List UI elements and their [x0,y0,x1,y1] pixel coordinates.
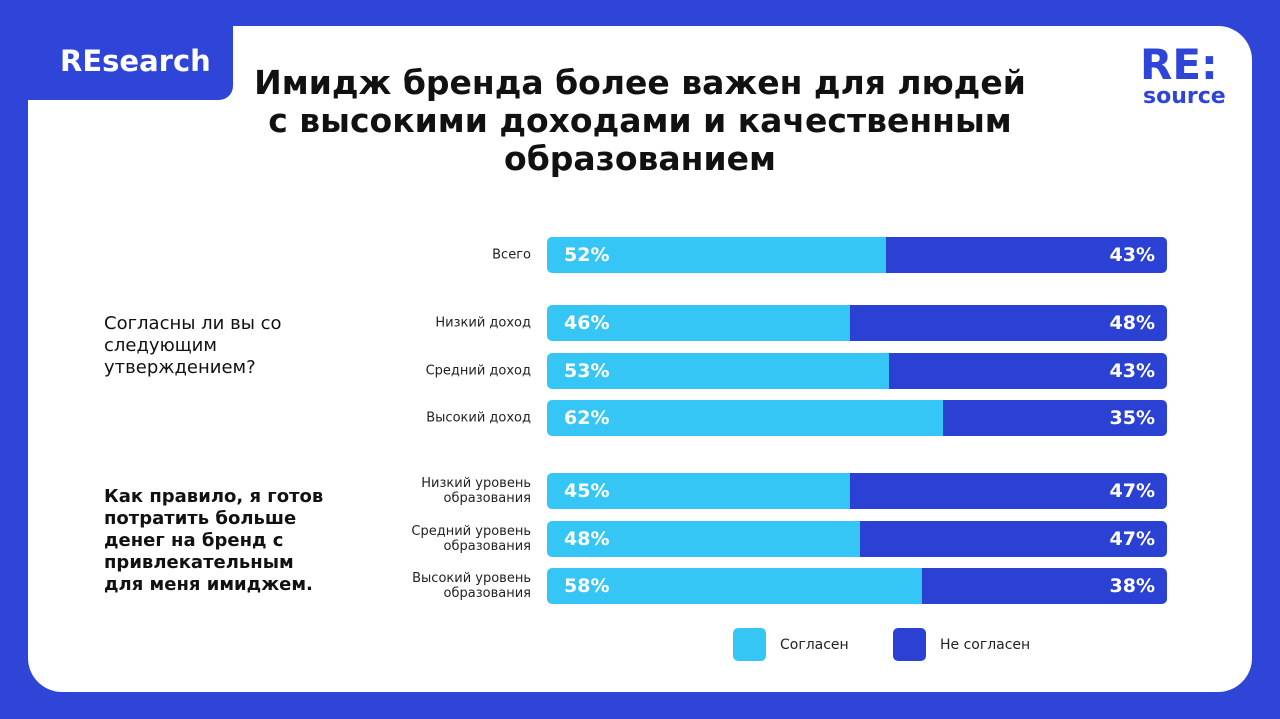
legend-disagree: Не согласен [893,628,1030,661]
resource-logo: RE: source [1140,40,1226,109]
category-label: Высокий уровень образования [412,571,531,601]
legend-swatch-disagree [893,628,926,661]
legend-agree: Согласен [733,628,849,661]
data-label-disagree: 43% [1109,360,1155,382]
data-label-agree: 52% [564,244,610,266]
data-label-disagree: 43% [1109,244,1155,266]
bar-row: 45% 47% [547,473,1167,509]
brand-tag-text: REsearch [60,44,211,78]
bar-disagree: 47% [850,473,1167,509]
bar-row: 53% 43% [547,353,1167,389]
legend-label-agree: Согласен [780,636,849,653]
data-label-disagree: 38% [1109,575,1155,597]
question-2: Как правило, я готов потратить больше де… [104,486,324,595]
bar-disagree: 48% [850,305,1167,341]
legend-label-disagree: Не согласен [940,636,1031,653]
legend-swatch-agree [733,628,766,661]
bar-row: 62% 35% [547,400,1167,436]
data-label-agree: 53% [564,360,610,382]
brand-tag: REsearch [28,26,233,100]
category-label: Средний доход [425,363,531,379]
question-1: Согласны ли вы со следующим утверждением… [104,313,282,378]
bar-disagree: 35% [943,400,1167,436]
bar-agree: 62% [547,400,944,436]
data-label-agree: 48% [564,528,610,550]
bar-disagree: 43% [889,353,1167,389]
bar-row: 52% 43% [547,237,1167,273]
category-label: Низкий уровень образования [421,476,531,506]
data-label-agree: 45% [564,480,610,502]
bar-agree: 53% [547,353,890,389]
data-label-disagree: 48% [1109,312,1155,334]
category-label: Всего [492,247,531,263]
data-label-agree: 62% [564,407,610,429]
bar-agree: 46% [547,305,851,341]
data-label-disagree: 47% [1109,528,1155,550]
bar-disagree: 43% [886,237,1167,273]
category-label: Средний уровень образования [411,524,531,554]
bar-row: 58% 38% [547,568,1167,604]
data-label-disagree: 47% [1109,480,1155,502]
data-label-disagree: 35% [1109,407,1155,429]
bar-row: 48% 47% [547,521,1167,557]
data-label-agree: 46% [564,312,610,334]
bar-agree: 45% [547,473,851,509]
chart-title: Имидж бренда более важен для людей с выс… [254,63,1026,178]
bar-agree: 48% [547,521,861,557]
bar-disagree: 47% [860,521,1167,557]
bar-row: 46% 48% [547,305,1167,341]
bar-disagree: 38% [921,568,1167,604]
category-label: Низкий доход [435,315,531,331]
bar-agree: 52% [547,237,887,273]
bar-agree: 58% [547,568,922,604]
category-label: Высокий доход [426,410,531,426]
data-label-agree: 58% [564,575,610,597]
